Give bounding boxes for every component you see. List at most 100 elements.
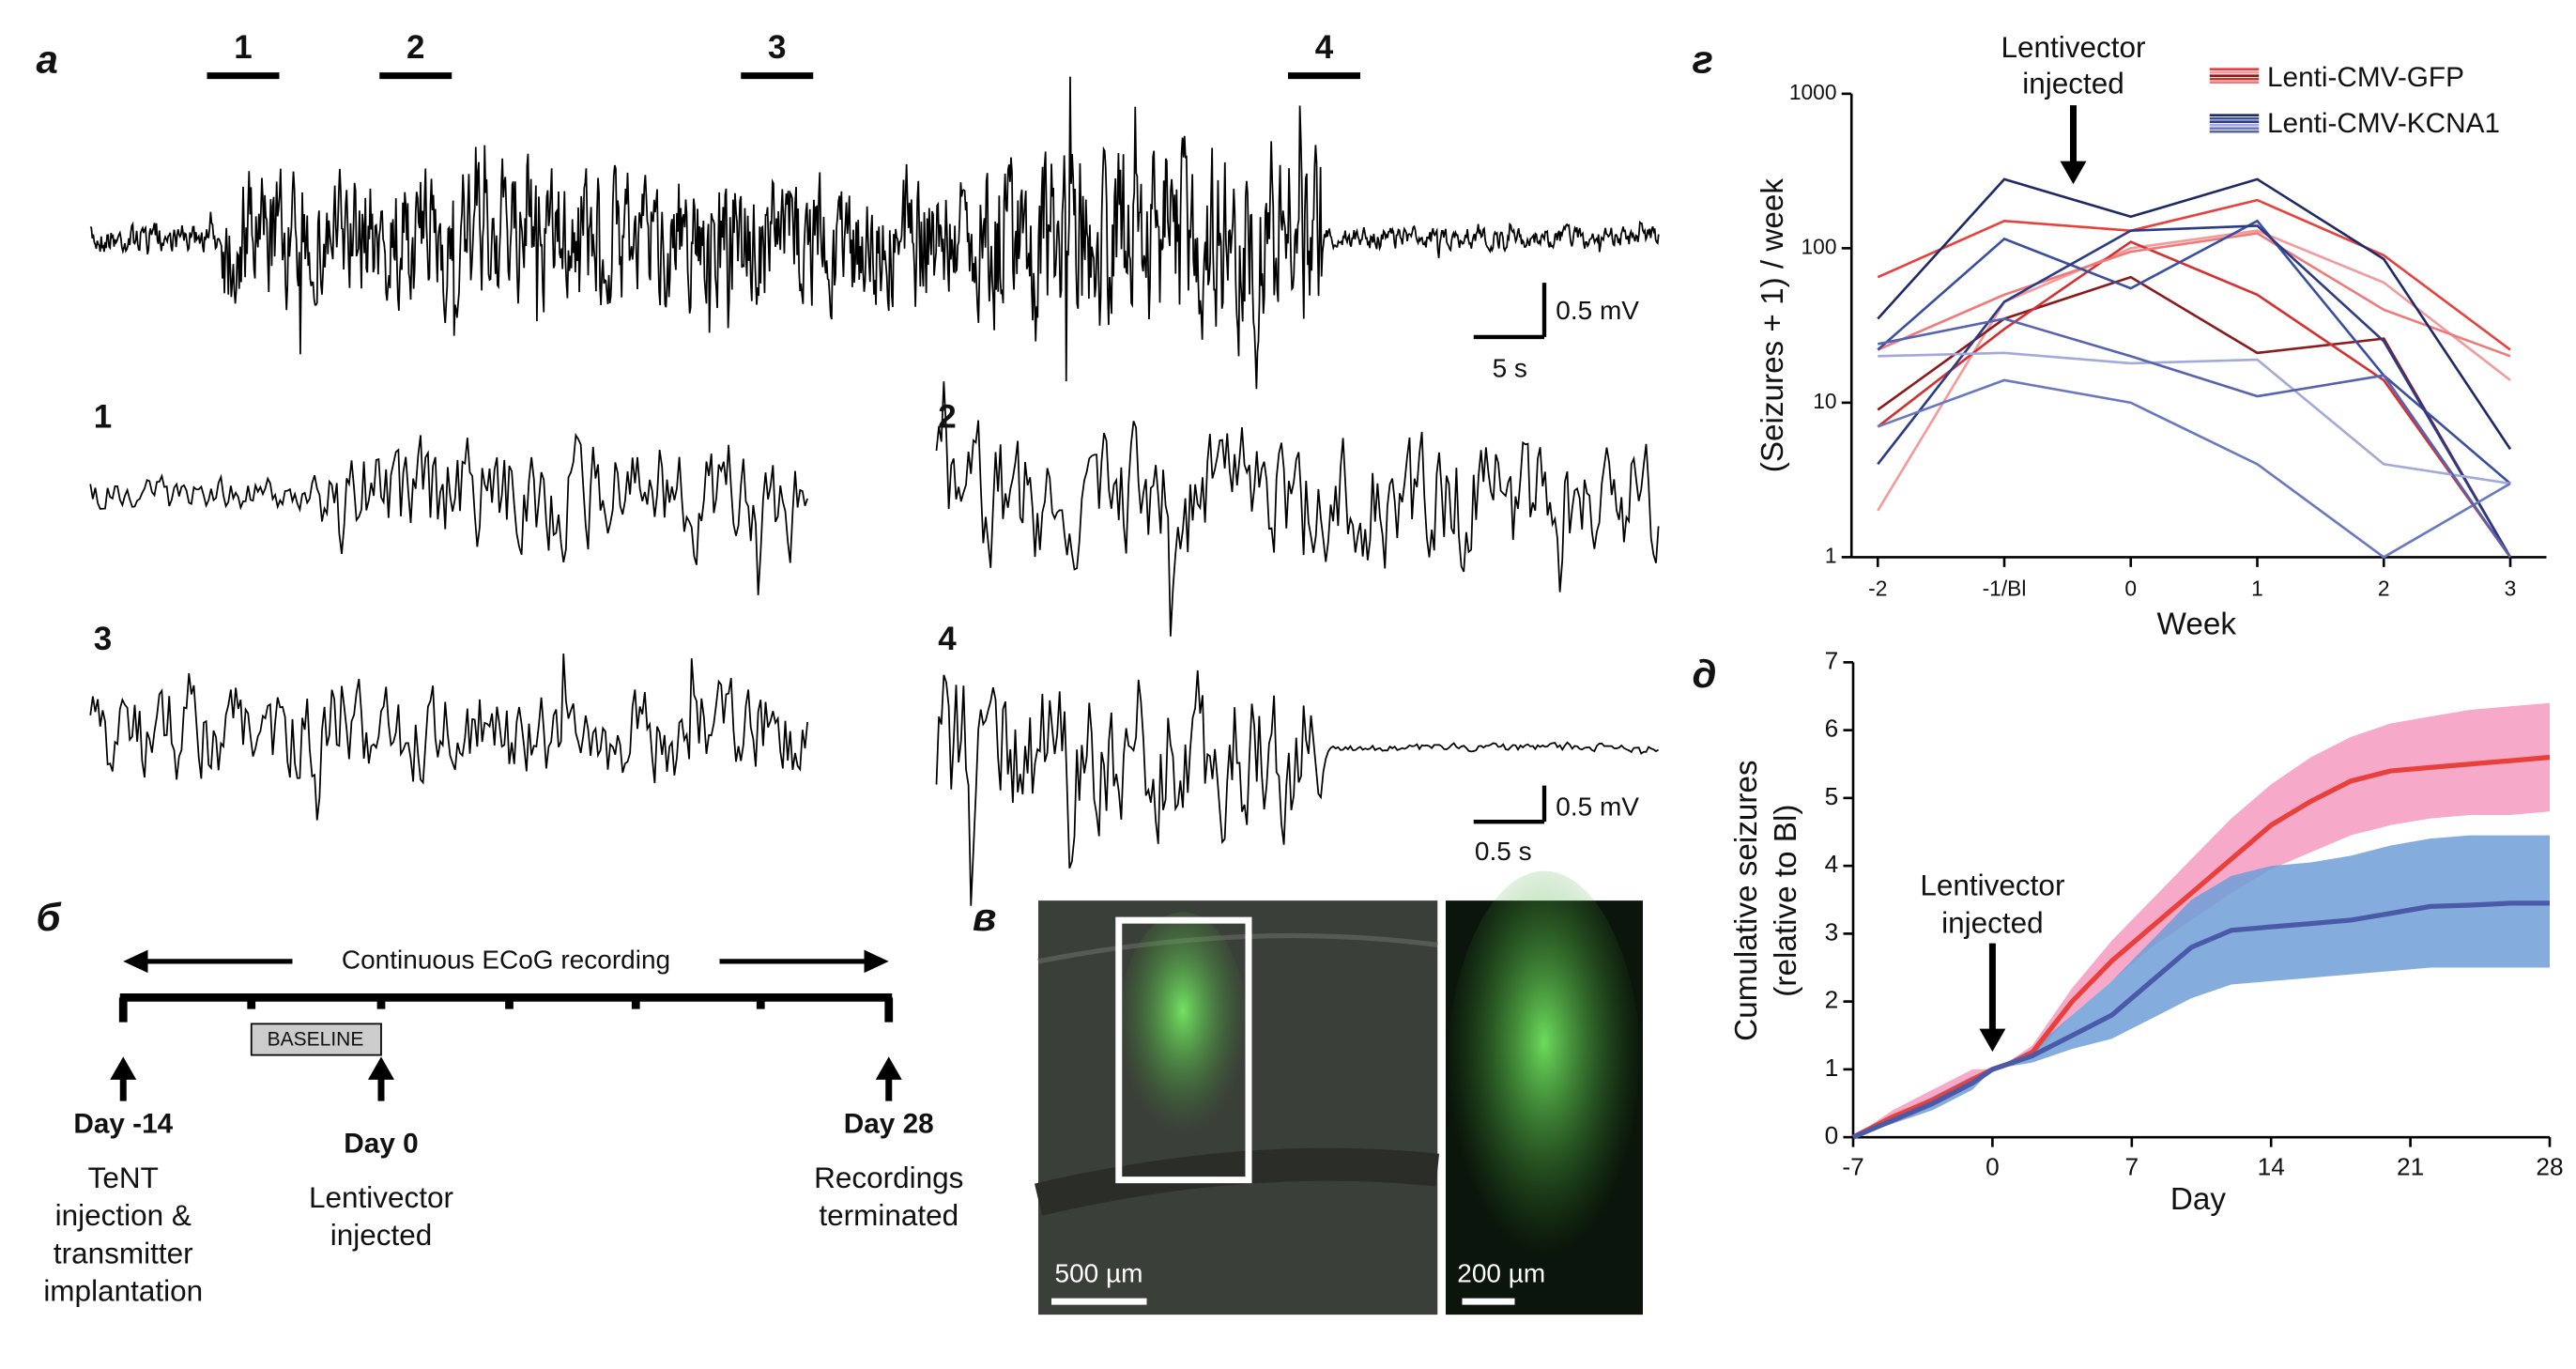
annotation: Lentivector [2001, 30, 2145, 64]
event-day: Day 0 [344, 1129, 418, 1160]
x-tick-label: -2 [1868, 576, 1887, 600]
scale-label: 0.5 s [1475, 837, 1532, 866]
series-line [1877, 198, 2511, 351]
segment-label: 3 [94, 621, 112, 657]
x-tick-label: 7 [2124, 1152, 2139, 1180]
event-day: Day -14 [73, 1109, 173, 1140]
baseline-label: BASELINE [268, 1028, 364, 1050]
scale-label: 0.5 mV [1556, 296, 1639, 325]
y-tick-label: 6 [1825, 715, 1839, 743]
arrow-head [110, 1056, 137, 1080]
arrow-head [368, 1056, 394, 1080]
event-text: injected [330, 1218, 433, 1252]
legend-label: Lenti-CMV-GFP [2267, 62, 2464, 93]
segment-label: 4 [938, 621, 957, 657]
segment-label: 3 [768, 29, 786, 66]
x-tick-label: 0 [1986, 1152, 2000, 1180]
arrow-head [875, 1056, 902, 1080]
x-tick-label: 14 [2258, 1152, 2285, 1180]
panel-label: а [37, 38, 58, 82]
confidence-band [1853, 702, 2550, 1138]
histology: 500 µm 200 µm [1035, 870, 1643, 1315]
ecog-trace [935, 381, 1660, 637]
y-tick-label: 0 [1825, 1121, 1839, 1149]
tissue-edge [1037, 932, 1438, 964]
arrow-head [864, 949, 889, 974]
y-axis-label: (relative to Bl) [1769, 805, 1803, 997]
y-tick-label: 7 [1825, 646, 1839, 674]
y-axis-label: Cumulative seizures [1729, 760, 1764, 1040]
ecog-trace [89, 432, 808, 595]
event-text: Lentivector [309, 1180, 453, 1214]
confidence-band [1853, 835, 2550, 1138]
tissue-layer [1035, 1147, 1440, 1216]
series-line [1877, 378, 2511, 559]
series-line [1877, 232, 2511, 358]
panel-label: г [1693, 38, 1713, 82]
segment-label: 2 [938, 399, 956, 436]
fluorescence [1446, 870, 1643, 1299]
y-tick-label: 100 [1802, 234, 1837, 258]
y-tick-label: 1 [1825, 543, 1837, 567]
baseline-box [250, 1023, 382, 1056]
legend-label: Lenti-CMV-KCNA1 [2267, 108, 2500, 139]
panel-label: б [37, 895, 62, 939]
label-bg [292, 943, 720, 980]
x-tick-label: 1 [2251, 576, 2263, 600]
x-axis-label: Week [2157, 608, 2237, 642]
event-text: injection & [55, 1198, 192, 1232]
series-line [1877, 177, 2512, 451]
y-tick-label: 2 [1825, 986, 1839, 1014]
segment-label: 1 [94, 399, 112, 436]
histology-overview [1038, 900, 1438, 1315]
arrow-head [1979, 1028, 2006, 1053]
event-day: Day 28 [844, 1109, 934, 1140]
x-tick-label: 3 [2505, 576, 2517, 600]
series-line [1877, 224, 2512, 559]
y-tick-label: 5 [1825, 782, 1839, 810]
series-line [1877, 317, 2512, 559]
x-tick-label: 0 [2124, 576, 2137, 600]
event-text: implantation [43, 1274, 203, 1308]
y-tick-label: 1 [1825, 1054, 1839, 1082]
y-tick-label: 10 [1813, 389, 1836, 413]
x-axis-label: Day [2170, 1182, 2227, 1217]
series-line [1877, 275, 2512, 559]
event-text: TeNT [88, 1161, 159, 1194]
ecog-trace [89, 654, 808, 821]
event-text: terminated [819, 1198, 958, 1232]
x-tick-label: 28 [2536, 1152, 2563, 1180]
scale-label: 500 µm [1055, 1259, 1143, 1288]
segment-label: 1 [234, 29, 252, 66]
series-line [1878, 351, 2511, 485]
mean-line [1851, 900, 2550, 1140]
y-tick-label: 1000 [1789, 80, 1837, 104]
inset-frame [1115, 916, 1252, 1184]
panel-label: д [1693, 652, 1717, 696]
y-axis-label: (Seizures + 1) / week [1756, 178, 1790, 473]
series-line [1877, 240, 2512, 559]
scale-label: 0.5 mV [1556, 792, 1639, 822]
y-tick-label: 4 [1825, 850, 1839, 878]
x-tick-label: 21 [2397, 1152, 2424, 1180]
ecog-trace [89, 76, 1660, 390]
ecog-trace [935, 669, 1660, 906]
arrow-head [2060, 161, 2087, 185]
fluorescence [1117, 912, 1249, 1159]
series-line [1877, 219, 2511, 485]
series-line [1877, 229, 2511, 512]
annotation: injected [1941, 906, 2044, 940]
event-text: Recordings [814, 1161, 963, 1194]
arrow-head [123, 949, 148, 974]
timeline-title: Continuous ECoG recording [342, 945, 670, 974]
x-tick-label: -7 [1842, 1152, 1863, 1180]
event-text: transmitter [54, 1236, 193, 1269]
scale-label: 5 s [1493, 353, 1527, 382]
scale-label: 200 µm [1457, 1259, 1545, 1288]
y-tick-label: 3 [1825, 917, 1839, 946]
x-tick-label: 2 [2378, 576, 2390, 600]
annotation: Lentivector [1920, 868, 2064, 901]
annotation: injected [2022, 66, 2124, 100]
segment-label: 4 [1315, 29, 1334, 66]
